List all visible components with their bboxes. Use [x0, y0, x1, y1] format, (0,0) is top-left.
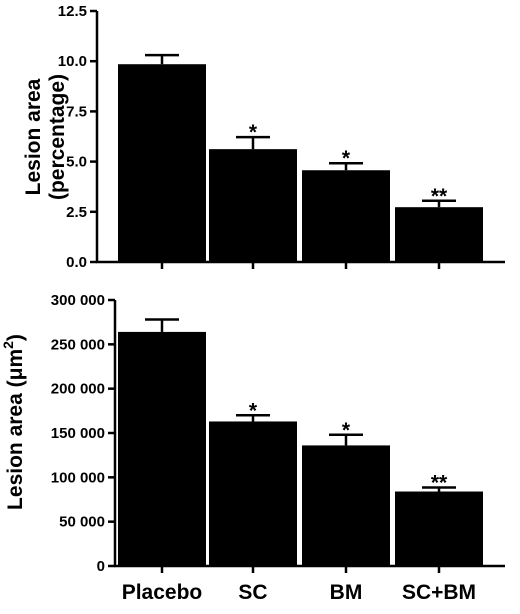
y-tick-label: 50 000 [59, 514, 105, 531]
significance-marker: * [342, 147, 351, 170]
error-bar [236, 414, 270, 422]
y-tick-label: 300 000 [51, 292, 105, 309]
y-tick-label: 2.5 [66, 204, 87, 221]
y-axis-title-line: Lesion area [22, 78, 45, 195]
y-tick-label: 250 000 [51, 336, 105, 353]
significance-marker: ** [431, 185, 448, 208]
svg-text:Lesion area (μm2): Lesion area (μm2) [0, 334, 27, 510]
y-axis-title-superscript: 2 [0, 341, 16, 349]
significance-marker: ** [431, 472, 448, 495]
error-bar [422, 486, 456, 492]
y-axis-title-line: (percentage) [46, 74, 69, 200]
y-tick-label: 200 000 [51, 381, 105, 398]
y-axis-title-text: Lesion area (μm [4, 349, 27, 510]
x-tick-label: Placebo [122, 581, 203, 604]
significance-marker: * [249, 121, 258, 144]
error-bar [145, 318, 179, 332]
bar-placebo [118, 331, 206, 566]
error-bar [145, 53, 179, 65]
x-tick-label: BM [330, 581, 363, 604]
error-bar [329, 433, 363, 446]
y-tick-label: 150 000 [51, 425, 105, 442]
error-bar [329, 161, 363, 171]
bar-bm [302, 445, 390, 566]
bar-sc [209, 421, 297, 566]
y-tick-label: 7.5 [66, 103, 87, 120]
x-tick-label: SC [238, 581, 267, 604]
y-axis-title: Lesion area (μm2) [0, 334, 27, 510]
bar-placebo [118, 64, 206, 262]
y-tick-label: 0.0 [66, 254, 87, 271]
bar-bm [302, 170, 390, 262]
y-tick-label: 0 [97, 558, 105, 575]
y-tick-label: 100 000 [51, 469, 105, 486]
y-tick-label: 12.5 [58, 3, 87, 20]
significance-marker: * [342, 419, 351, 442]
y-axis-title-end: ) [4, 334, 27, 341]
x-tick-label: SC+BM [402, 581, 476, 604]
y-tick-label: 5.0 [66, 154, 87, 171]
error-bar [236, 135, 270, 150]
error-bar [422, 199, 456, 208]
bar-sc [209, 149, 297, 262]
y-tick-label: 10.0 [58, 53, 87, 70]
significance-marker: * [249, 399, 258, 422]
bar-sc-bm [395, 491, 483, 566]
y-axis-title: Lesion area (percentage) [22, 74, 69, 200]
bar-sc-bm [395, 207, 483, 262]
